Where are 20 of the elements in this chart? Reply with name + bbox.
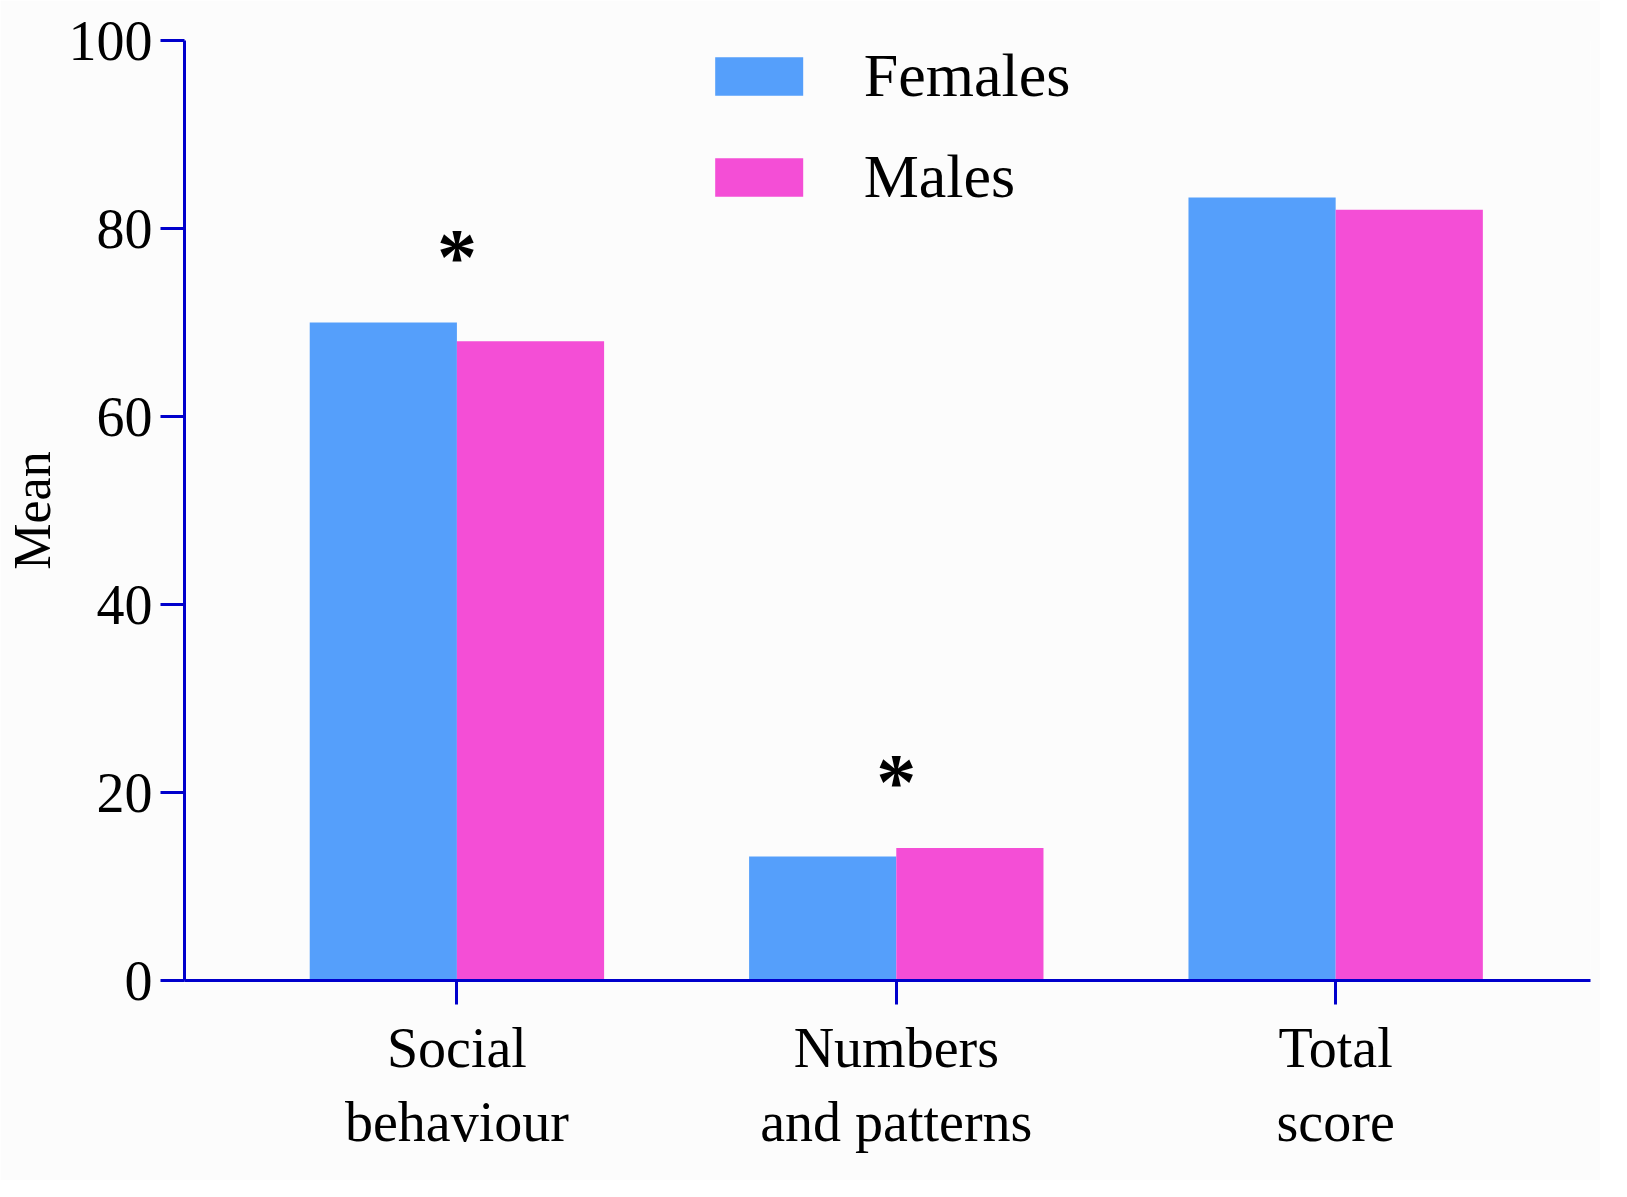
x-tick-label: Total score: [1276, 1016, 1395, 1153]
bar: [896, 847, 1044, 981]
y-tick-label: 0: [124, 949, 153, 1012]
y-tick-label: 100: [68, 9, 153, 72]
legend-label: Males: [863, 141, 1016, 212]
y-tick-label: 20: [96, 761, 153, 824]
annotation: *: [436, 212, 477, 301]
x-tick-label: Social behaviour: [344, 1016, 570, 1153]
x-tick-label: Numbers and patterns: [760, 1016, 1033, 1153]
bar: [1188, 197, 1336, 981]
legend-label: Females: [863, 40, 1071, 111]
bar: [749, 856, 897, 981]
y-axis-title: Mean: [3, 451, 61, 570]
y-tick-label: 40: [96, 573, 153, 636]
bar: [1335, 209, 1483, 981]
annotation: *: [876, 738, 917, 827]
bar: [309, 322, 457, 981]
y-tick-label: 60: [96, 385, 153, 448]
bar: [456, 341, 605, 981]
y-tick-label: 80: [96, 197, 153, 260]
